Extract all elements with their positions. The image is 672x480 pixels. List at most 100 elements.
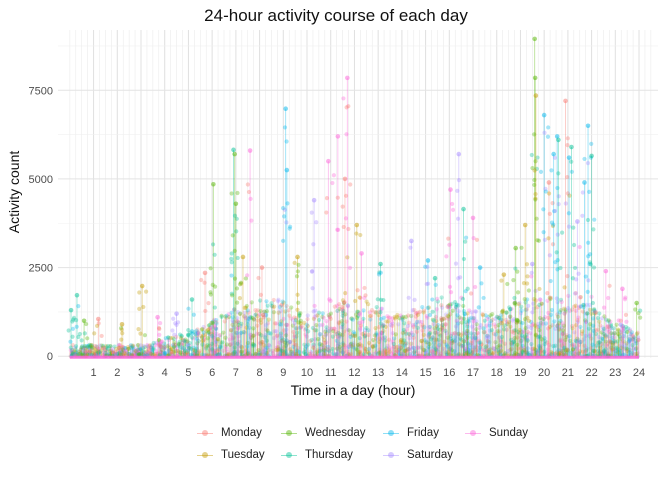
activity-point [264,299,269,304]
activity-point [320,311,325,316]
peak-point [206,301,211,306]
activity-point [338,325,344,330]
peak-point [425,258,431,263]
activity-point [379,330,384,336]
activity-point [108,349,113,354]
activity-point [81,345,86,351]
activity-point [69,351,74,356]
activity-point [626,339,632,344]
peak-point [446,305,451,310]
activity-point [448,312,453,317]
activity-point [417,309,423,314]
activity-point [73,352,78,357]
peak-point [547,211,552,216]
activity-point [571,304,577,309]
activity-point [321,344,326,349]
activity-point [518,339,523,344]
activity-point [214,331,219,336]
activity-point [584,346,589,351]
peak-point [139,283,145,289]
activity-point [567,308,573,313]
activity-point [600,351,606,356]
activity-point [621,339,626,344]
activity-point [538,344,543,349]
activity-point [590,348,596,354]
grid-lines [58,30,658,358]
activity-point [229,328,234,333]
activity-point [421,310,426,315]
peak-point [460,296,466,302]
activity-point [593,331,599,337]
activity-point [78,352,83,357]
activity-point [281,350,287,355]
peak-point [526,318,532,323]
peak-point [246,189,252,195]
peak-point [311,242,316,247]
peak-point [281,214,287,219]
activity-point [233,330,238,335]
activity-point [126,351,131,356]
peak-point [427,324,432,330]
activity-point [116,348,121,354]
activity-point [351,345,356,350]
activity-point [302,346,308,351]
peak-point [408,245,413,250]
activity-point [399,337,404,342]
peak-point [582,156,587,162]
activity-point [128,343,134,348]
peak-point [548,278,553,284]
activity-point [211,319,216,324]
activity-point [472,316,477,321]
activity-point [509,346,514,352]
activity-point [162,350,167,356]
peak-point [530,310,535,315]
peak-point [208,266,213,271]
peak-point [589,141,594,147]
peak-point [234,286,240,291]
activity-point [117,350,122,355]
activity-point [443,322,449,327]
activity-point [232,325,237,330]
activity-point [327,314,333,320]
peak-point [211,181,216,187]
activity-point [539,301,544,306]
activity-point [428,351,433,356]
activity-point [159,349,164,354]
activity-point [382,348,387,353]
peak-point [456,276,461,281]
peak-point [210,242,216,247]
activity-point [572,345,577,350]
peak-point [309,210,314,215]
activity-point [512,336,517,341]
activity-point [424,340,429,345]
peak-point [532,168,537,173]
activity-point [362,334,367,339]
activity-point [466,316,471,321]
peak-point [358,323,364,328]
activity-point [279,351,284,356]
peak-point [84,321,89,327]
activity-point [340,310,345,316]
activity-point [560,331,566,336]
activity-point [439,325,444,331]
peak-point [248,196,253,201]
activity-point [528,319,534,325]
peak-point [505,281,510,287]
activity-point [402,338,407,343]
activity-point [563,307,568,312]
activity-point [356,352,361,357]
activity-point [336,341,341,346]
activity-point [71,351,76,357]
activity-point [392,314,397,320]
activity-point [529,323,534,328]
peak-point [378,317,383,322]
peak-point [74,318,79,323]
peak-point [68,339,73,344]
peak-point [326,158,331,164]
activity-point [364,326,369,331]
activity-point [245,340,251,346]
peak-point [468,291,474,296]
activity-point [508,314,513,319]
activity-point [255,314,260,319]
activity-point [281,316,286,321]
